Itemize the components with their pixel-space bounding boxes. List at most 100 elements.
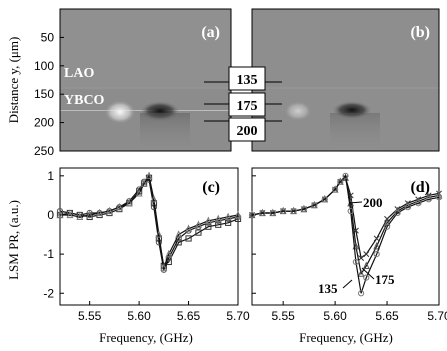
marker-175-text: 175 — [237, 99, 258, 114]
curve-label-200: 200 — [363, 195, 383, 210]
panel-c-label: (c) — [202, 179, 220, 196]
data-point — [337, 178, 344, 185]
x-tick-label: 5.70 — [427, 309, 447, 323]
panel-b-streaks — [330, 113, 380, 151]
panel-a-y-tick-label: 150 — [34, 87, 54, 101]
panel-a-image: (a) LAO YBCO — [59, 8, 232, 152]
data-point — [358, 255, 365, 261]
y-tick-label: -1 — [43, 247, 54, 261]
x-axis-label-left: Frequency, (GHz) — [99, 330, 193, 345]
data-point — [86, 210, 94, 219]
panel-c-plot: 5.55 5.60 5.65 5.70 1 0 -1 -2 — [43, 167, 250, 323]
bottom-y-axis-label: LSM PR, (a.u.) — [6, 200, 21, 280]
data-point — [165, 249, 173, 258]
panel-a-y-axis: 50 100 150 200 250 — [34, 30, 64, 158]
data-point — [195, 220, 202, 228]
panel-d-plot: 5.55 5.60 5.65 5.70 — [248, 167, 447, 323]
panel-a-y-tick-label: 250 — [34, 144, 54, 158]
data-point — [76, 211, 83, 219]
data-point — [321, 196, 328, 203]
data-point — [66, 210, 74, 219]
data-point — [66, 209, 73, 217]
panel-a-label: (a) — [201, 24, 220, 41]
data-point — [215, 221, 222, 228]
pointer-135 — [342, 279, 353, 289]
y-tick-label: 1 — [47, 169, 54, 183]
data-point — [56, 210, 64, 219]
x-tick-label: 5.65 — [177, 309, 201, 323]
series-line — [59, 178, 239, 272]
y-tick-label: -2 — [43, 286, 54, 300]
data-point — [135, 189, 143, 197]
data-point — [435, 194, 443, 201]
data-point — [96, 208, 103, 217]
marker-200-text: 200 — [237, 124, 258, 139]
series-line — [251, 174, 440, 294]
top-y-axis-label: Distance y, (μm) — [6, 37, 21, 124]
data-point — [404, 204, 411, 211]
curve-label-175: 175 — [375, 272, 395, 287]
data-point — [342, 172, 349, 179]
data-point — [373, 251, 380, 258]
data-point — [362, 261, 370, 269]
data-point — [415, 200, 422, 207]
data-point — [185, 224, 192, 232]
data-point — [234, 210, 242, 219]
data-point — [155, 230, 163, 238]
marker-200-box — [228, 117, 266, 142]
series-line — [60, 174, 239, 269]
marker-175-box — [228, 92, 266, 117]
data-point — [56, 207, 64, 215]
data-point — [205, 223, 212, 230]
data-point — [150, 204, 158, 211]
data-point — [115, 202, 123, 211]
data-point — [259, 209, 266, 217]
data-point — [425, 196, 432, 203]
x-tick-label: 5.55 — [271, 309, 295, 323]
marker-135-text: 135 — [237, 73, 258, 88]
data-point — [290, 207, 297, 215]
x-tick-label: 5.65 — [375, 309, 399, 323]
data-point — [357, 269, 365, 277]
data-point — [225, 219, 232, 226]
pointer-175 — [361, 267, 375, 280]
data-point — [234, 215, 242, 222]
panel-a-y-tick-label: 50 — [41, 30, 55, 44]
lao-label: LAO — [64, 66, 94, 81]
position-markers: 135 175 200 — [204, 66, 282, 142]
data-point — [224, 212, 232, 221]
data-point — [214, 214, 222, 222]
panel-a-y-tick-label: 200 — [34, 116, 54, 130]
data-point — [185, 235, 192, 242]
data-point — [373, 235, 380, 242]
data-point — [204, 216, 212, 224]
data-point — [352, 258, 359, 266]
data-point — [363, 251, 370, 258]
panel-a-y-tick-label: 100 — [34, 59, 54, 73]
ybco-label: YBCO — [64, 93, 105, 108]
curve-label-135: 135 — [318, 281, 338, 296]
x-tick-label: 5.60 — [127, 309, 151, 323]
x-tick-label: 5.55 — [78, 309, 102, 323]
data-point — [195, 229, 202, 236]
x-tick-label: 5.70 — [226, 309, 250, 323]
data-point — [300, 206, 308, 213]
data-point — [280, 207, 287, 215]
panel-d-label: (d) — [410, 179, 430, 196]
x-tick-label: 5.60 — [323, 309, 347, 323]
data-point — [76, 212, 84, 221]
panel-b-bright-spot — [284, 101, 312, 121]
data-point — [155, 239, 162, 246]
data-point — [332, 186, 339, 193]
panel-b-label: (b) — [410, 24, 430, 41]
panel-a-upper-region — [60, 9, 231, 87]
plot-frame — [251, 167, 440, 306]
marker-135-box — [228, 66, 266, 91]
data-point — [347, 207, 354, 215]
y-tick-label: 0 — [47, 208, 54, 222]
plot-frame — [59, 167, 239, 306]
data-point — [150, 195, 158, 203]
panel-b-image: (b) — [251, 8, 440, 152]
data-point — [160, 263, 168, 271]
